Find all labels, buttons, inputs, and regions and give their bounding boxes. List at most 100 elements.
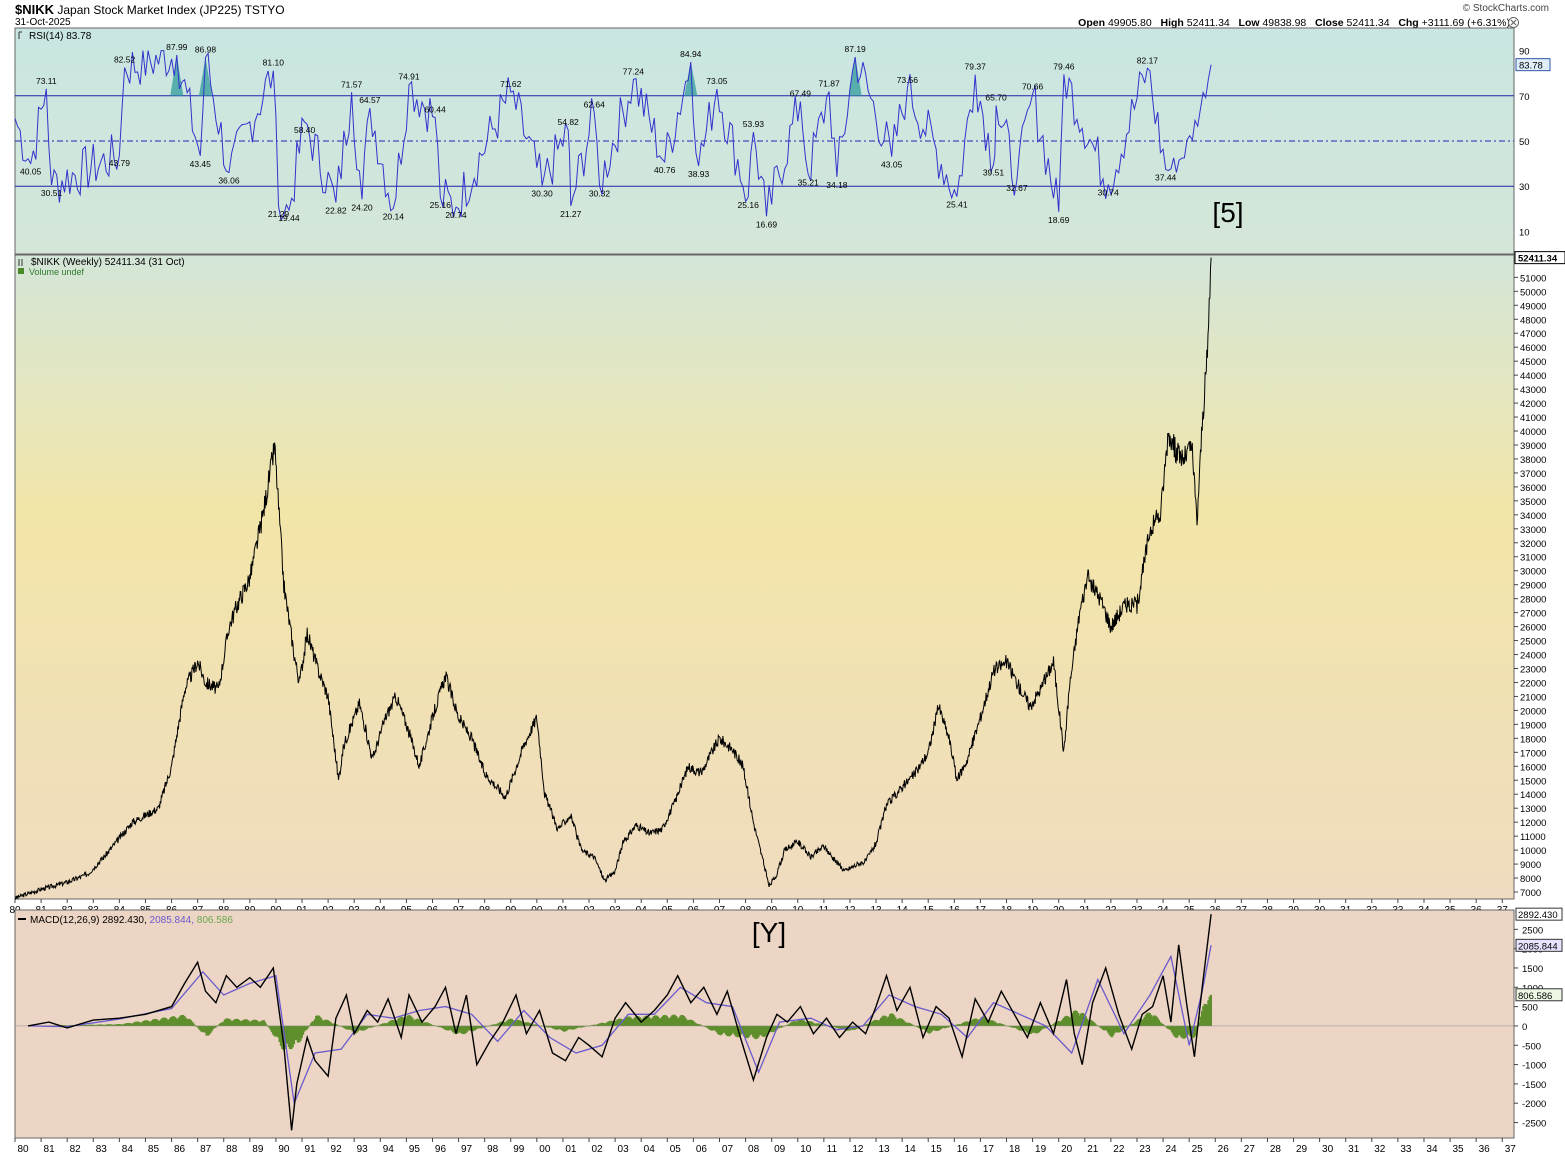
- macd-histogram-bar: [933, 1025, 936, 1031]
- index-name: Japan Stock Market Index (JP225): [57, 3, 242, 17]
- macd-x-tick: 98: [487, 1144, 499, 1155]
- price-y-tick: 14000: [1520, 790, 1546, 801]
- macd-histogram-bar: [472, 1025, 476, 1031]
- macd-histogram-bar: [407, 1015, 410, 1026]
- high-value: 52411.34: [1186, 17, 1230, 29]
- macd-histogram-bar: [222, 1021, 225, 1026]
- macd-histogram-bar: [1084, 1016, 1087, 1026]
- macd-histogram-bar: [514, 1020, 517, 1026]
- macd-x-tick: 88: [226, 1144, 238, 1155]
- macd-histogram-bar: [260, 1020, 263, 1026]
- macd-histogram-bar: [685, 1019, 688, 1026]
- price-y-tick: 8000: [1520, 874, 1541, 885]
- close-value: 52411.34: [1346, 17, 1390, 29]
- macd-histogram-bar: [1033, 1025, 1037, 1033]
- macd-histogram-bar: [328, 1021, 331, 1026]
- macd-histogram-bar: [218, 1023, 221, 1026]
- macd-histogram-bar: [698, 1024, 701, 1026]
- macd-histogram-bar: [205, 1025, 208, 1036]
- macd-histogram-bar: [342, 1025, 345, 1028]
- rsi-trough-label: 30.30: [531, 189, 553, 199]
- macd-histogram-bar: [1186, 1025, 1189, 1035]
- macd-histogram-bar: [983, 1017, 986, 1026]
- macd-histogram-bar: [1035, 1025, 1038, 1034]
- macd-x-tick: 93: [357, 1144, 369, 1155]
- macd-histogram-bar: [161, 1018, 164, 1026]
- price-y-tick: 47000: [1520, 329, 1546, 340]
- macd-histogram-bar: [1117, 1025, 1120, 1033]
- macd-histogram-bar: [431, 1024, 434, 1026]
- macd-histogram-bar: [555, 1025, 558, 1030]
- macd-histogram-bar: [148, 1021, 151, 1026]
- macd-y-tick: -2000: [1522, 1099, 1546, 1110]
- price-y-tick: 25000: [1520, 637, 1546, 648]
- macd-histogram-bar: [458, 1025, 461, 1032]
- rsi-trough-label: 34.18: [826, 180, 848, 190]
- macd-y-tick: -500: [1522, 1041, 1541, 1052]
- macd-histogram-bar: [95, 1024, 99, 1026]
- macd-histogram-bar: [881, 1016, 884, 1026]
- rsi-legend-icon: [18, 31, 22, 39]
- macd-histogram-bar: [1050, 1025, 1054, 1026]
- macd-histogram-bar: [975, 1018, 978, 1026]
- macd-histogram-bar: [909, 1023, 913, 1026]
- rsi-peak-label: 82.17: [1137, 55, 1159, 65]
- macd-histogram-bar: [668, 1018, 671, 1026]
- macd-histogram-bar: [956, 1024, 960, 1026]
- macd-histogram-bar: [227, 1018, 230, 1026]
- rsi-trough-label: 38.93: [688, 169, 710, 179]
- macd-histogram-bar: [449, 1025, 452, 1030]
- macd-histogram-bar: [534, 1024, 537, 1026]
- macd-histogram-bar: [684, 1017, 687, 1026]
- macd-histogram-bar: [723, 1025, 726, 1033]
- macd-histogram-bar: [239, 1021, 242, 1026]
- macd-histogram-bar: [652, 1015, 656, 1026]
- macd-histogram-bar: [766, 1025, 769, 1034]
- macd-histogram-bar: [753, 1025, 756, 1039]
- macd-histogram-bar: [1023, 1025, 1026, 1030]
- macd-histogram-bar: [609, 1020, 613, 1026]
- macd-histogram-bar: [180, 1014, 183, 1026]
- macd-histogram-bar: [960, 1023, 964, 1026]
- macd-histogram-bar: [146, 1020, 149, 1026]
- macd-histogram-bar: [1157, 1020, 1161, 1026]
- rsi-peak-label: 81.10: [263, 58, 285, 68]
- macd-histogram-bar: [938, 1025, 941, 1030]
- macd-histogram-bar: [628, 1016, 631, 1026]
- macd-histogram-bar: [1208, 996, 1211, 1026]
- price-y-tick: 13000: [1520, 804, 1546, 815]
- macd-last-value: 806.586: [1518, 991, 1552, 1002]
- macd-histogram-bar: [579, 1025, 583, 1028]
- macd-histogram-bar: [311, 1021, 314, 1026]
- macd-histogram-bar: [116, 1024, 119, 1026]
- price-y-tick: 33000: [1520, 525, 1546, 536]
- rsi-peak-label: 73.56: [897, 75, 919, 85]
- rsi-overbought-fill: [848, 56, 862, 96]
- macd-histogram-bar: [209, 1025, 212, 1034]
- macd-x-tick: 09: [774, 1144, 786, 1155]
- brand-logo[interactable]: © StockCharts.com: [1462, 3, 1549, 14]
- price-y-tick: 49000: [1520, 301, 1546, 312]
- macd-histogram-bar: [315, 1015, 318, 1026]
- macd-histogram-bar: [197, 1025, 200, 1029]
- price-y-tick: 42000: [1520, 399, 1546, 410]
- macd-histogram-bar: [136, 1021, 139, 1026]
- macd-histogram-bar: [172, 1016, 176, 1026]
- macd-histogram-bar: [705, 1025, 708, 1028]
- price-y-tick: 39000: [1520, 441, 1546, 452]
- macd-histogram-bar: [703, 1025, 707, 1027]
- macd-histogram-bar: [489, 1025, 493, 1026]
- macd-histogram-bar: [519, 1021, 523, 1026]
- macd-histogram-bar: [178, 1017, 181, 1026]
- macd-histogram-bar: [427, 1022, 430, 1026]
- rsi-peak-label: 77.24: [623, 66, 645, 76]
- macd-histogram-bar: [976, 1019, 979, 1026]
- macd-histogram-bar: [193, 1024, 196, 1026]
- close-icon[interactable]: [1508, 17, 1519, 28]
- macd-histogram-bar: [1010, 1025, 1013, 1028]
- macd-histogram-bar: [1013, 1025, 1016, 1028]
- macd-histogram-bar: [192, 1023, 195, 1026]
- macd-histogram-bar: [105, 1024, 108, 1026]
- macd-histogram-bar: [238, 1019, 241, 1026]
- macd-histogram-bar: [757, 1025, 760, 1038]
